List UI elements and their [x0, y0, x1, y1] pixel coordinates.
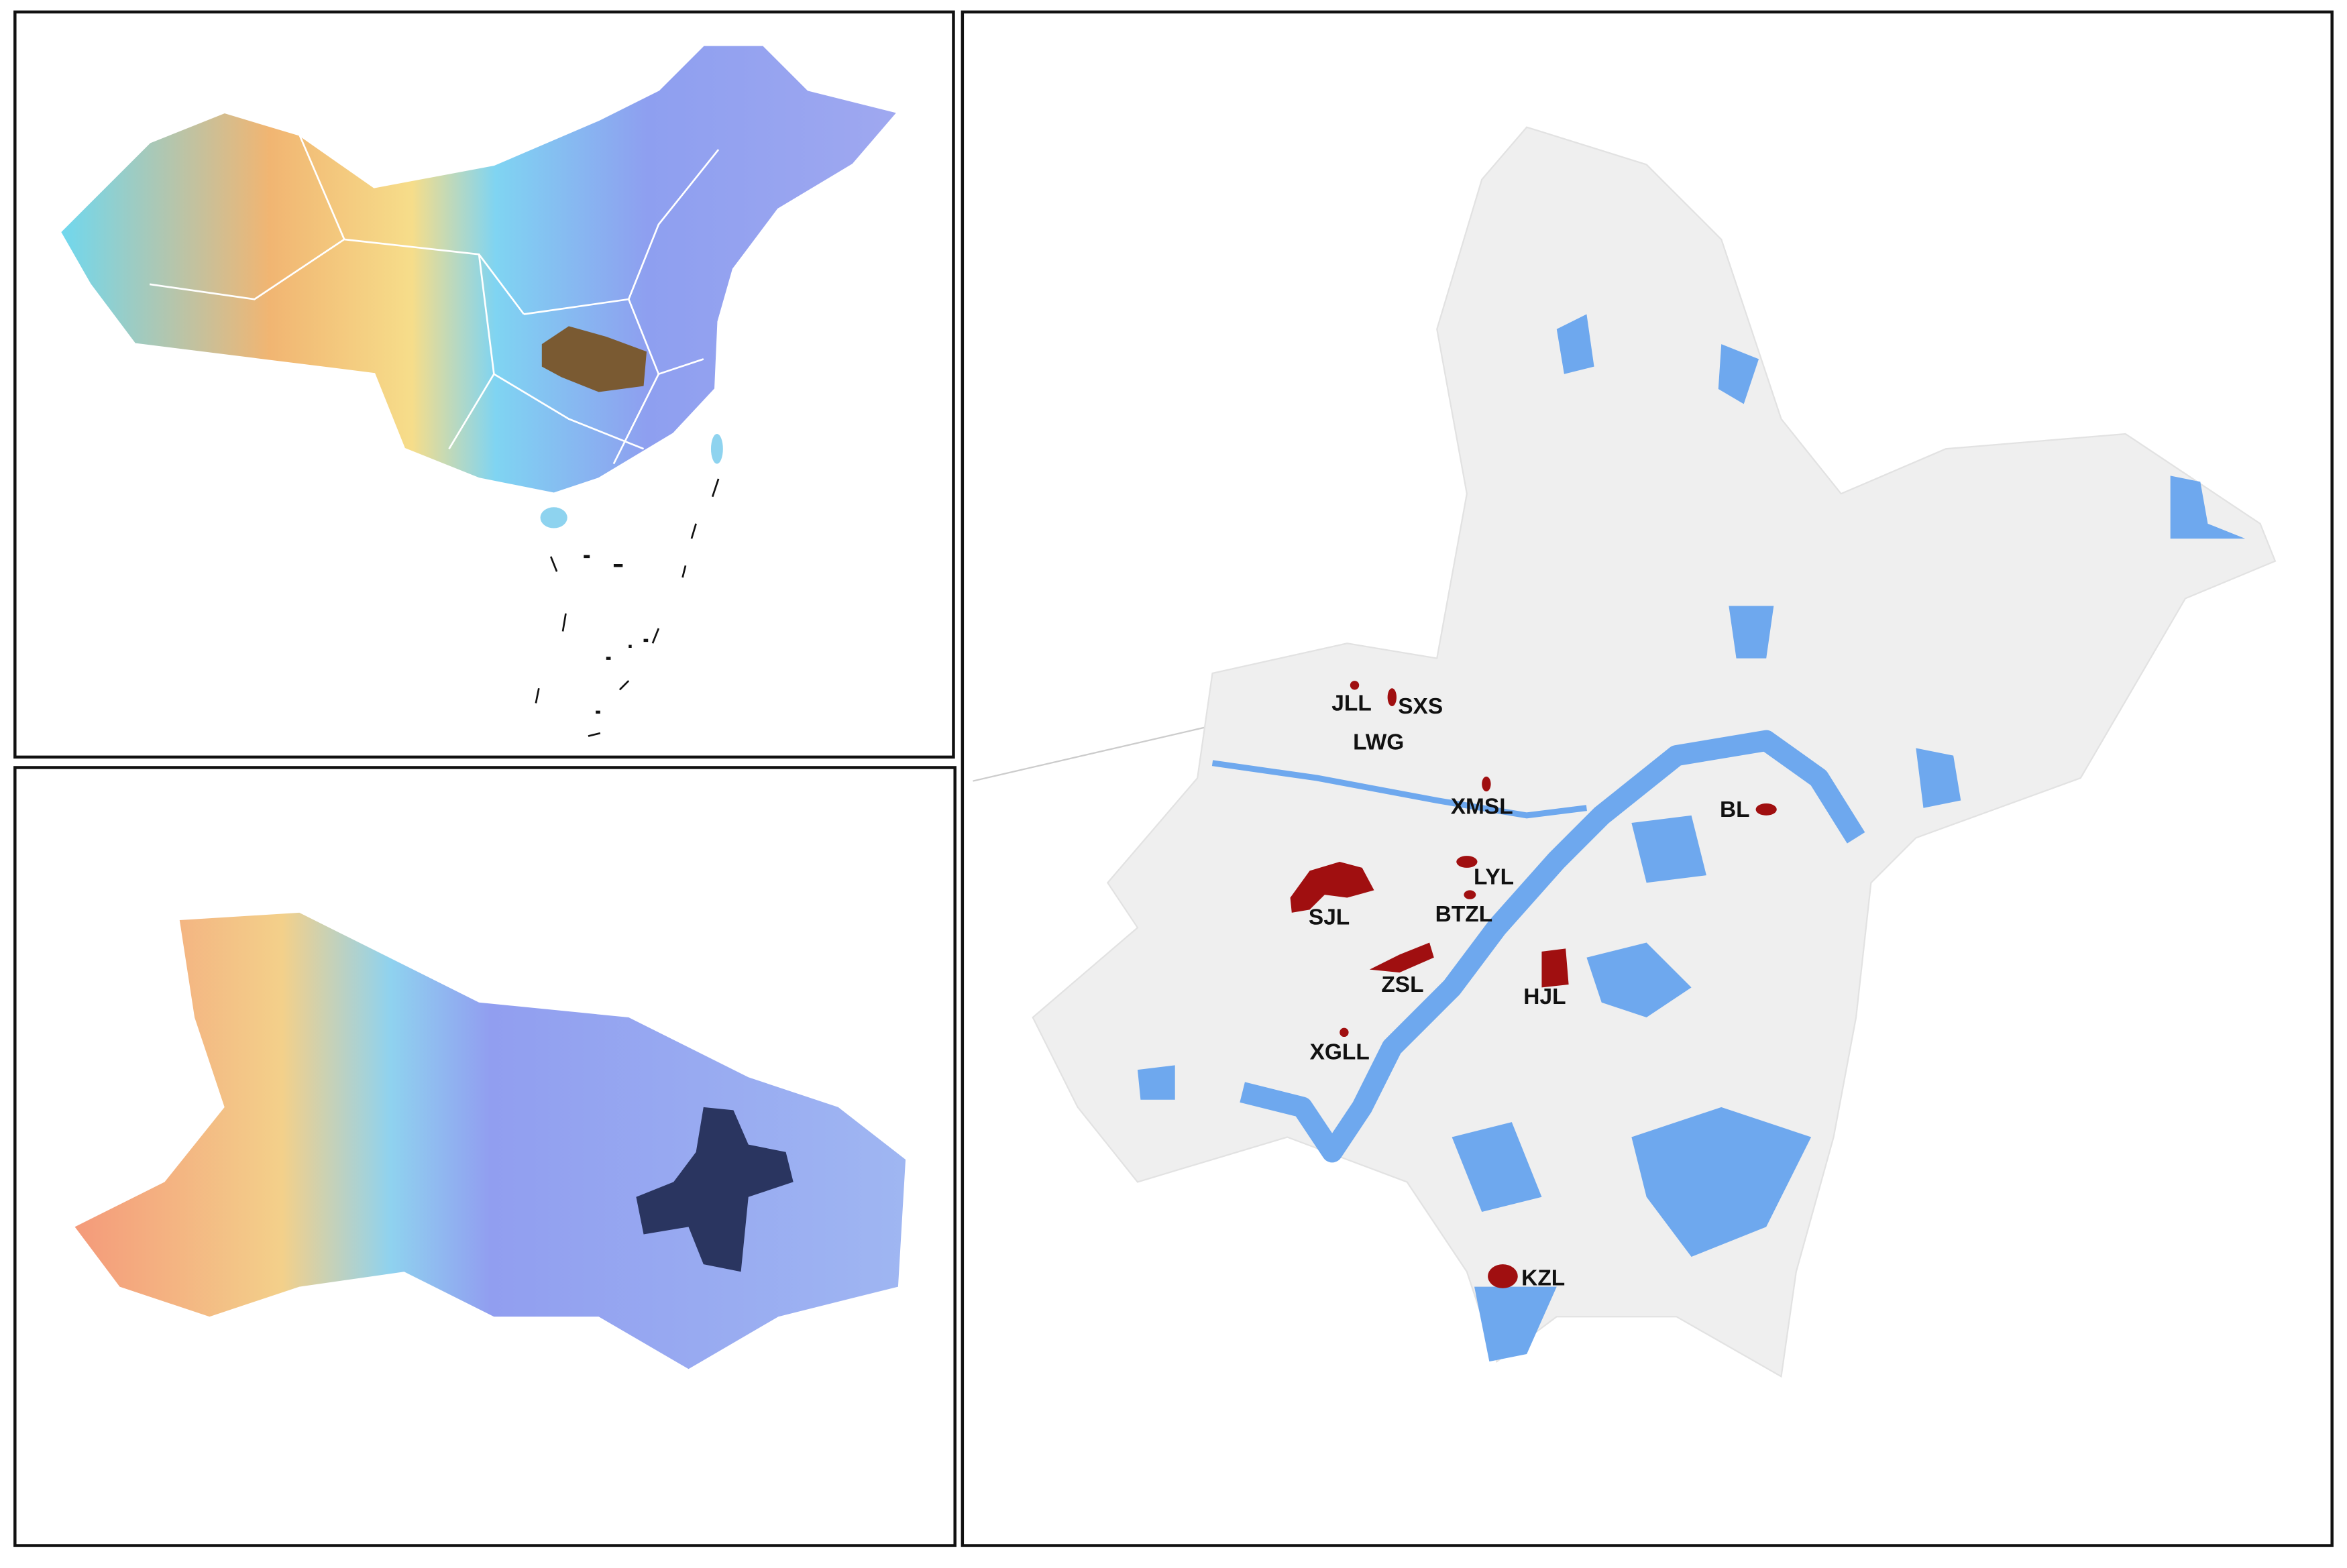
hubei-map [74, 912, 906, 1369]
lake [1556, 314, 1594, 374]
site [1482, 776, 1491, 792]
yangtze-river [1240, 730, 1865, 1163]
lake [1631, 815, 1706, 883]
site [1456, 856, 1478, 868]
lake [1916, 748, 1961, 808]
site-label: XMSL [1451, 795, 1513, 820]
sites [1290, 681, 1777, 1288]
china-map [58, 44, 900, 495]
site-label: LWG [1353, 730, 1404, 755]
site-label: HJL [1523, 985, 1566, 1009]
site-label: KZL [1521, 1266, 1565, 1290]
site-label: BTZL [1435, 902, 1492, 927]
site-label: SXS [1398, 694, 1443, 719]
lake [1718, 344, 1759, 404]
site [1464, 890, 1476, 899]
site-label: SJL [1309, 905, 1350, 930]
lake [2170, 475, 2246, 539]
site [1369, 942, 1434, 973]
site-label: ZSL [1381, 972, 1423, 997]
site [1290, 862, 1374, 913]
lake [1631, 1107, 1812, 1257]
hainan [540, 507, 567, 528]
connector [973, 724, 1213, 782]
site [1350, 681, 1360, 690]
site [1541, 948, 1569, 988]
lake [1452, 1122, 1542, 1213]
lake [1586, 942, 1692, 1018]
taiwan [710, 433, 723, 464]
nine-dash-line [535, 478, 720, 737]
han-river [1211, 760, 1587, 819]
site-label: BL [1720, 797, 1750, 822]
wuhan-highlight [636, 1107, 794, 1272]
lake [1474, 1286, 1557, 1362]
site [1755, 803, 1777, 816]
lake [1729, 606, 1774, 659]
wuhan-map [1032, 126, 2277, 1378]
site [1387, 688, 1397, 706]
lakes [1137, 314, 2246, 1362]
site-label: LYL [1474, 864, 1514, 889]
site [1488, 1264, 1518, 1288]
islands [584, 555, 649, 714]
site-label: JLL [1331, 691, 1371, 716]
site-label: XGLL [1310, 1040, 1370, 1064]
hubei-highlight [541, 326, 647, 392]
site-labels: JLL SXS LWG XMSL BL LYL SJL BTZL ZSL HJL XGLL KZL [1309, 691, 1750, 1291]
lake [1137, 1065, 1175, 1100]
site [1340, 1027, 1349, 1038]
province-borders [149, 134, 720, 465]
